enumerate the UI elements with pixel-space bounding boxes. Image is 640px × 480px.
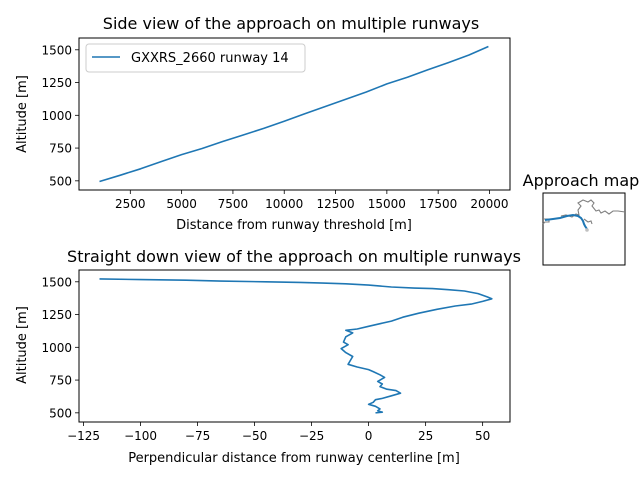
straight-down-view-x-tick-label: −75 bbox=[185, 429, 210, 443]
side-view-x-tick-label: 2500 bbox=[115, 197, 146, 211]
straight-down-view-y-axis-label: Altitude [m] bbox=[15, 306, 30, 384]
straight-down-view-x-tick-label: −125 bbox=[67, 429, 100, 443]
straight-down-view-title: Straight down view of the approach on mu… bbox=[67, 247, 521, 266]
approach-map-title: Approach map bbox=[523, 171, 640, 190]
side-view-y-tick-label: 750 bbox=[49, 142, 72, 156]
side-view-y-tick-label: 1250 bbox=[41, 76, 72, 90]
side-view-title: Side view of the approach on multiple ru… bbox=[103, 14, 479, 33]
side-view-y-axis-label: Altitude [m] bbox=[15, 75, 30, 153]
side-view-y-tick-label: 1500 bbox=[41, 43, 72, 57]
approach-map-inset: Approach map bbox=[523, 171, 640, 266]
approach-map-frame bbox=[542, 192, 626, 266]
straight-down-view-x-tick-label: −25 bbox=[299, 429, 324, 443]
side-view-series-line bbox=[99, 45, 489, 183]
side-view-x-axis-label: Distance from runway threshold [m] bbox=[176, 218, 412, 233]
approach-map-track bbox=[544, 213, 588, 230]
legend-label: GXXRS_2660 runway 14 bbox=[131, 51, 289, 66]
side-view-plot-area bbox=[99, 45, 489, 183]
side-view-legend: GXXRS_2660 runway 14 bbox=[85, 43, 306, 73]
side-view-x-tick-label: 12500 bbox=[316, 197, 354, 211]
side-view-x-tick-label: 15000 bbox=[368, 197, 406, 211]
straight-down-view-x-tick-label: −50 bbox=[242, 429, 267, 443]
approach-map-coastline-inlet bbox=[583, 218, 593, 225]
side-view-x-tick-label: 5000 bbox=[166, 197, 197, 211]
side-view-x-tick-label: 17500 bbox=[419, 197, 457, 211]
straight-down-view-x-axis-label: Perpendicular distance from runway cente… bbox=[128, 451, 460, 466]
side-view-ticks: 2500 5000 7500 10000 12500 15000 17500 20000 500… bbox=[41, 43, 508, 211]
straight-down-view-x-tick-label: 50 bbox=[475, 429, 490, 443]
approach-map-runway-marker bbox=[585, 228, 589, 232]
straight-down-view-y-tick-label: 500 bbox=[49, 406, 72, 420]
side-view-x-tick-label: 20000 bbox=[470, 197, 508, 211]
side-view-axes-frame bbox=[78, 37, 511, 191]
straight-down-view-chart: Straight down view of the approach on mu… bbox=[15, 247, 521, 466]
side-view-y-tick-label: 500 bbox=[49, 174, 72, 188]
straight-down-view-y-tick-label: 1500 bbox=[41, 275, 72, 289]
straight-down-view-y-tick-label: 1250 bbox=[41, 308, 72, 322]
straight-down-view-ticks: −125 −100 −75 −50 −25 0 25 50 500 750 1000 1250 1500 bbox=[41, 275, 490, 443]
side-view-x-tick-label: 10000 bbox=[265, 197, 303, 211]
straight-down-view-series-line bbox=[99, 278, 493, 414]
side-view-x-tick-label: 7500 bbox=[218, 197, 249, 211]
straight-down-view-axes-frame bbox=[78, 269, 511, 423]
side-view-chart: Side view of the approach on multiple ru… bbox=[15, 14, 511, 233]
straight-down-view-y-tick-label: 750 bbox=[49, 374, 72, 388]
straight-down-view-x-tick-label: 0 bbox=[365, 429, 373, 443]
side-view-y-tick-label: 1000 bbox=[41, 109, 72, 123]
straight-down-view-y-tick-label: 1000 bbox=[41, 341, 72, 355]
approach-map-coastline-right bbox=[560, 199, 626, 218]
straight-down-view-x-tick-label: 25 bbox=[418, 429, 433, 443]
legend-box bbox=[85, 43, 306, 73]
straight-down-view-plot-area bbox=[99, 278, 493, 414]
straight-down-view-x-tick-label: −100 bbox=[124, 429, 157, 443]
